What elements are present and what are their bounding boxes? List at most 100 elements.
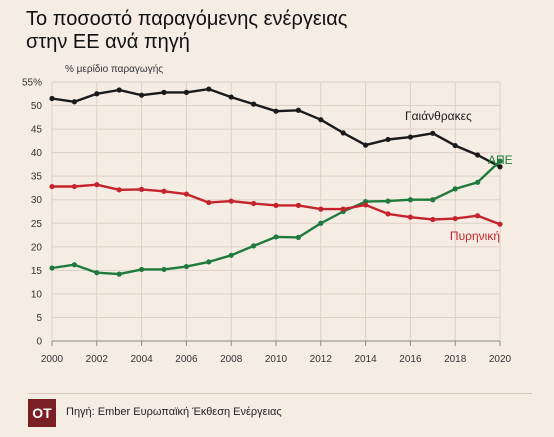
data-point (49, 95, 55, 102)
data-point (161, 266, 167, 273)
series-labels: Γαιάνθρακες ΑΠΕ Πυρηνική (405, 109, 513, 243)
data-point (340, 206, 346, 212)
data-point (116, 271, 122, 277)
data-point (363, 202, 369, 208)
data-point (318, 220, 324, 226)
y-tick-label: 35 (31, 172, 43, 183)
data-point (497, 164, 503, 170)
y-axis: 0 5 10 15 20 25 30 35 40 45 50 55% (22, 78, 42, 348)
y-tick-label: 15 (31, 266, 43, 277)
data-point (385, 198, 391, 204)
data-point (452, 215, 458, 222)
x-tick-label: 2004 (130, 354, 153, 365)
footer: ΟΤ Πηγή: Ember Ευρωπαϊκή Έκθεση Ενέργεια… (0, 391, 554, 437)
y-tick-label: 5 (36, 313, 42, 324)
line-chart: 0 5 10 15 20 25 30 35 40 45 50 55% 2000 2002 2004 2006… (22, 63, 513, 365)
data-point (183, 89, 189, 95)
data-point (340, 130, 346, 136)
footer-divider (28, 393, 532, 394)
x-tick-label: 2014 (354, 354, 377, 365)
x-tick-label: 2012 (310, 354, 333, 365)
data-point (71, 262, 77, 268)
data-point (318, 206, 324, 212)
data-point (430, 216, 436, 223)
data-point (430, 197, 436, 203)
data-point (139, 92, 145, 98)
data-point (452, 186, 458, 192)
y-tick-label: 55% (22, 78, 42, 89)
data-point (497, 158, 503, 164)
data-point (139, 186, 145, 192)
x-tick-label: 2000 (41, 354, 64, 365)
data-point (407, 214, 413, 220)
data-point (385, 136, 391, 143)
data-point (206, 199, 212, 206)
source-note: Πηγή: Ember Ευρωπαϊκή Έκθεση Ενέργειας (66, 406, 282, 418)
data-point (183, 191, 189, 197)
data-point (318, 117, 324, 123)
data-point (94, 270, 100, 276)
data-point (228, 198, 234, 204)
data-point (251, 200, 257, 207)
y-tick-label: 25 (31, 219, 43, 230)
data-point (407, 134, 413, 140)
x-tick-label: 2010 (265, 354, 288, 365)
data-point (116, 187, 122, 193)
series-label-2: Πυρηνική (450, 229, 500, 243)
ot-logo: ΟΤ (28, 399, 56, 427)
x-tick-label: 2008 (220, 354, 243, 365)
data-point (49, 265, 55, 271)
data-point (49, 183, 55, 190)
data-point (116, 87, 122, 93)
data-point (183, 263, 189, 270)
data-point (407, 197, 413, 203)
data-point (475, 213, 481, 219)
data-point (71, 183, 77, 190)
data-point (273, 234, 279, 240)
data-point (251, 101, 257, 107)
x-tick-label: 2002 (86, 354, 109, 365)
title-line-2: στην ΕΕ ανά πηγή (26, 31, 190, 53)
data-point (228, 252, 234, 258)
x-tick-label: 2016 (399, 354, 422, 365)
data-point (273, 202, 279, 208)
data-point (94, 91, 100, 97)
data-point (161, 188, 167, 194)
x-axis: 2000 2002 2004 2006 2008 2010 2012 2014 2016 2018… (41, 340, 512, 365)
data-point (161, 89, 167, 95)
y-tick-label: 20 (31, 242, 43, 253)
x-tick-label: 2006 (175, 354, 198, 365)
data-point (71, 99, 77, 105)
x-tick-label: 2020 (489, 354, 512, 365)
data-point (430, 130, 436, 136)
data-point (251, 243, 257, 249)
data-point (295, 234, 301, 240)
y-tick-label: 30 (31, 195, 43, 206)
y-tick-label: 10 (31, 289, 43, 300)
data-point (363, 142, 369, 148)
series-group (49, 86, 503, 277)
y-tick-label: 0 (36, 337, 42, 348)
data-point (228, 94, 234, 100)
data-point (475, 152, 481, 158)
data-point (475, 179, 481, 185)
y-tick-label: 40 (31, 148, 43, 159)
data-point (295, 107, 301, 113)
data-point (94, 182, 100, 188)
data-point (206, 86, 212, 92)
data-point (206, 259, 212, 265)
chart-title: Το ποσοστό παραγόμενης ενέργειας στην ΕΕ… (26, 8, 446, 54)
data-point (385, 211, 391, 217)
title-line-1: Το ποσοστό παραγόμενης ενέργειας (26, 8, 348, 30)
y-tick-label: 50 (31, 101, 43, 112)
data-point (139, 266, 145, 273)
y-axis-label: % μερίδιο παραγωγής (65, 63, 163, 75)
data-point (295, 202, 301, 208)
data-point (497, 221, 503, 227)
y-tick-label: 45 (31, 125, 43, 136)
x-tick-label: 2018 (444, 354, 467, 365)
data-point (452, 142, 458, 149)
series-label-1: ΑΠΕ (488, 153, 513, 167)
data-point (273, 108, 279, 114)
series-label-0: Γαιάνθρακες (405, 109, 472, 123)
